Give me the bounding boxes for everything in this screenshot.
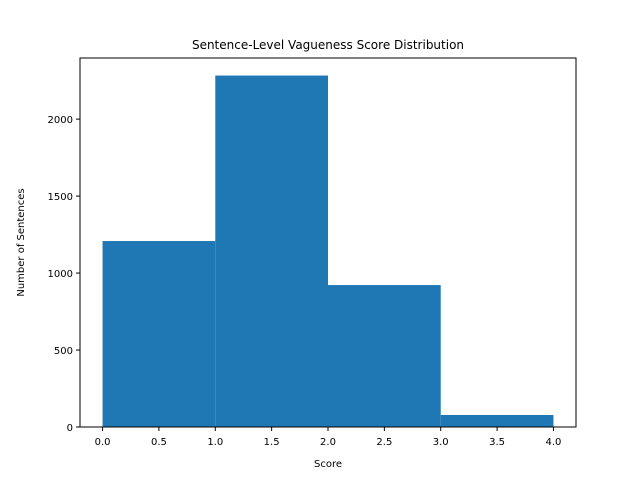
- y-tick-label: 0: [67, 423, 73, 434]
- x-tick-label: 2.0: [320, 437, 336, 448]
- y-tick-label: 1500: [48, 192, 73, 203]
- y-tick-label: 500: [54, 346, 73, 357]
- y-axis-ticks: 0 500 1000 1500 2000: [48, 115, 80, 434]
- x-tick-label: 2.5: [376, 437, 392, 448]
- x-tick-label: 1.5: [264, 437, 280, 448]
- y-tick-label: 1000: [48, 269, 73, 280]
- x-tick-label: 0.0: [95, 437, 111, 448]
- histogram-bar-2: [215, 75, 328, 427]
- x-tick-label: 4.0: [546, 437, 562, 448]
- bars-group: [102, 75, 554, 427]
- x-tick-label: 1.0: [207, 437, 223, 448]
- x-tick-label: 3.0: [433, 437, 449, 448]
- y-tick-label: 2000: [48, 115, 73, 126]
- x-tick-label: 3.5: [489, 437, 505, 448]
- x-tick-label: 0.5: [151, 437, 167, 448]
- y-axis-label: Number of Sentences: [16, 188, 27, 296]
- histogram-bar-1: [102, 241, 216, 427]
- x-axis-ticks: 0.0 0.5 1.0 1.5 2.0 2.5 3.0 3.5 4.0: [95, 427, 562, 448]
- x-axis-label: Score: [314, 459, 342, 470]
- chart-title: Sentence-Level Vagueness Score Distribut…: [192, 38, 464, 52]
- histogram-bar-3: [328, 285, 441, 427]
- histogram-bar-4: [440, 414, 554, 427]
